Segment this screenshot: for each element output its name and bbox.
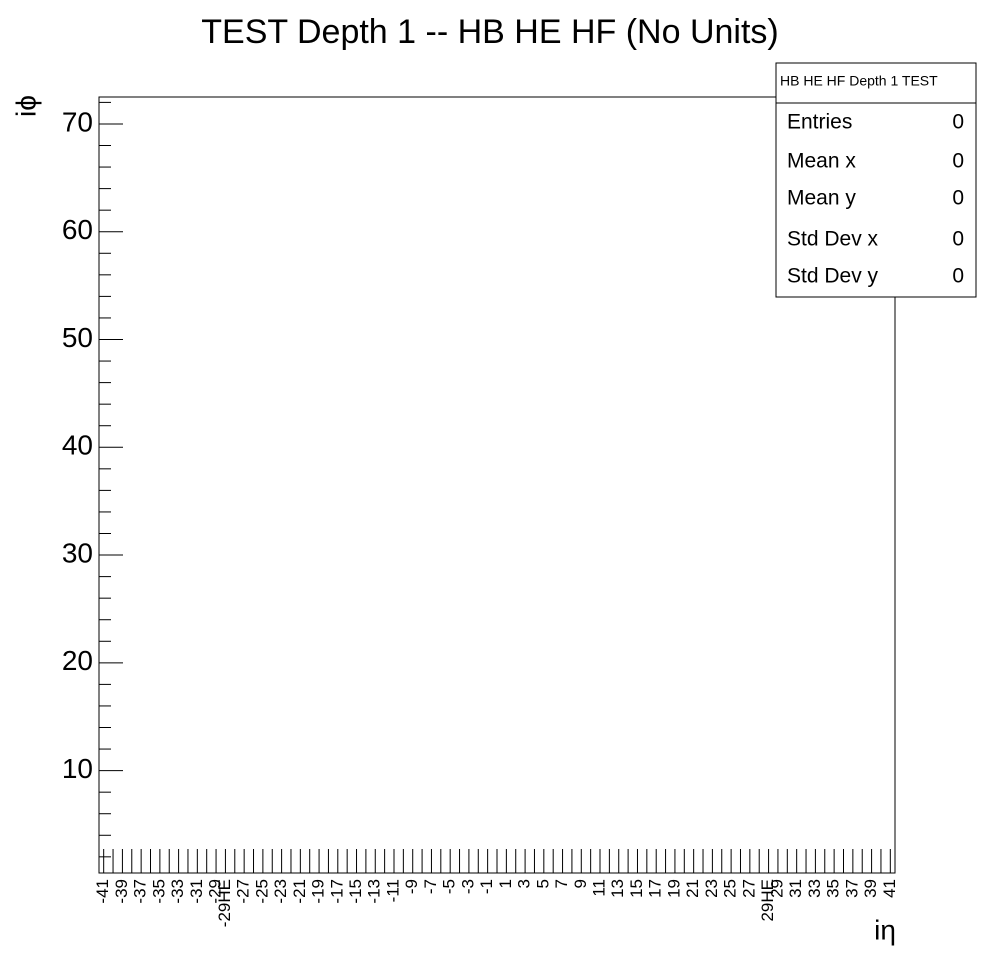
- x-tick-label: 3: [515, 879, 534, 888]
- x-tick-label: -31: [187, 879, 206, 904]
- x-tick-label: -9: [402, 879, 421, 894]
- stats-value: 0: [952, 265, 964, 288]
- x-tick-label: -11: [383, 879, 402, 902]
- stats-box: HB HE HF Depth 1 TEST: [775, 62, 977, 298]
- x-tick-label: 29: [767, 879, 786, 898]
- x-tick-label: -15: [346, 879, 365, 904]
- x-tick-label: 1: [496, 879, 515, 888]
- y-tick-label: 70: [62, 106, 93, 137]
- x-tick-label: 23: [702, 879, 721, 898]
- x-tick-label: 41: [880, 879, 899, 898]
- x-tick-label: -37: [131, 879, 150, 904]
- x-tick-label: 37: [842, 879, 861, 898]
- x-tick-label: -29HE: [215, 879, 234, 927]
- x-tick-label: -1: [477, 879, 496, 894]
- x-tick-label: 9: [571, 879, 590, 888]
- x-tick-label: -39: [112, 879, 131, 904]
- x-tick-label: 19: [664, 879, 683, 898]
- x-tick-label: 5: [533, 879, 552, 888]
- x-tick-label: 13: [608, 879, 627, 898]
- y-tick-label: 60: [62, 214, 93, 245]
- y-tick-label: 20: [62, 645, 93, 676]
- x-tick-label: 11: [589, 879, 608, 897]
- stats-label: Std Dev x: [787, 228, 879, 251]
- x-tick-label: -35: [149, 879, 168, 904]
- x-tick-label: -21: [290, 879, 309, 904]
- stats-title: HB HE HF Depth 1 TEST: [780, 73, 938, 89]
- x-tick-label: 15: [627, 879, 646, 898]
- stats-label: Entries: [787, 111, 852, 134]
- x-tick-label: 21: [683, 879, 702, 898]
- x-tick-label: 29HE: [758, 879, 777, 922]
- chart-title: TEST Depth 1 -- HB HE HF (No Units): [201, 13, 779, 51]
- x-tick-label: 31: [786, 879, 805, 898]
- stats-frame: [775, 62, 977, 298]
- stats-value: 0: [952, 187, 964, 210]
- x-tick-label: 35: [824, 879, 843, 898]
- x-tick-label: 7: [552, 879, 571, 888]
- x-tick-label: 25: [721, 879, 740, 898]
- x-tick-label: 33: [805, 879, 824, 898]
- y-tick-label: 40: [62, 430, 93, 461]
- x-tick-label: -19: [309, 879, 328, 904]
- y-axis-title: iϕ: [10, 95, 41, 117]
- stats-value: 0: [952, 228, 964, 251]
- x-axis-title: iη: [874, 914, 896, 945]
- x-tick-label: 27: [739, 879, 758, 898]
- x-tick-label: -3: [458, 879, 477, 894]
- y-tick-label: 10: [62, 753, 93, 784]
- x-tick-label: -33: [168, 879, 187, 904]
- y-tick-label: 50: [62, 322, 93, 353]
- x-tick-label: 39: [861, 879, 880, 898]
- x-tick-label: -13: [365, 879, 384, 904]
- x-tick-label: -25: [252, 879, 271, 904]
- x-tick-label: -5: [440, 879, 459, 894]
- x-tick-label: -7: [421, 879, 440, 894]
- x-tick-label: -23: [271, 879, 290, 904]
- stats-label: Mean x: [787, 150, 856, 173]
- stats-value: 0: [952, 150, 964, 173]
- x-tick-label: -27: [234, 879, 253, 904]
- stats-value: 0: [952, 111, 964, 134]
- x-tick-label: -41: [93, 879, 112, 904]
- stats-label: Std Dev y: [787, 265, 879, 288]
- x-tick-label: -29: [206, 879, 225, 904]
- x-tick-label: 17: [646, 879, 665, 898]
- y-tick-label: 30: [62, 537, 93, 568]
- x-tick-label: -17: [327, 879, 346, 904]
- stats-label: Mean y: [787, 187, 856, 210]
